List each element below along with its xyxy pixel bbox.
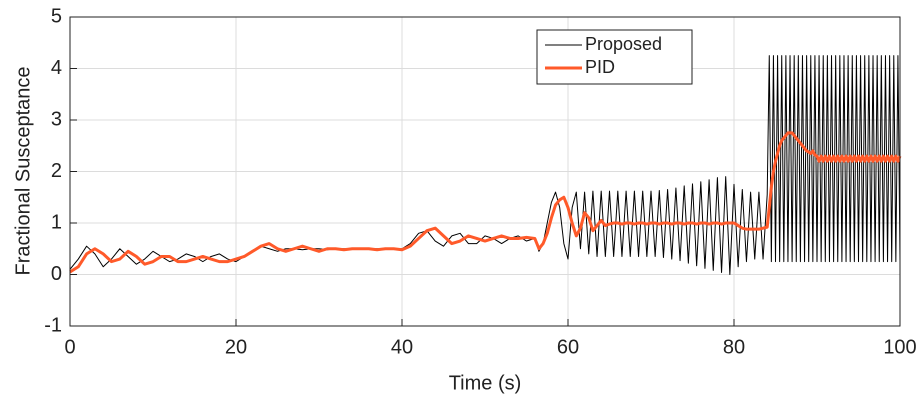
y-tick-label: 2: [51, 160, 62, 182]
x-axis-label: Time (s): [449, 372, 522, 394]
y-tick-label: -1: [44, 314, 62, 336]
y-tick-label: 0: [51, 263, 62, 285]
legend-label: PID: [585, 57, 615, 77]
series-line: [69, 131, 902, 274]
y-tick-label: 4: [51, 57, 62, 79]
plot-frame: [69, 16, 901, 327]
x-tick-label: 40: [391, 336, 413, 358]
legend-label: Proposed: [585, 34, 662, 54]
y-tick-label: 3: [51, 108, 62, 130]
x-tick-label: 60: [557, 336, 579, 358]
x-tick-label: 20: [225, 336, 247, 358]
x-tick-label: 80: [723, 336, 745, 358]
y-tick-label: 1: [51, 211, 62, 233]
y-tick-label: 5: [51, 5, 62, 27]
x-tick-label: 100: [883, 336, 916, 358]
legend-box: [536, 29, 693, 85]
x-tick-label: 0: [64, 336, 75, 358]
y-axis-label: Fractional Susceptance: [12, 66, 34, 275]
